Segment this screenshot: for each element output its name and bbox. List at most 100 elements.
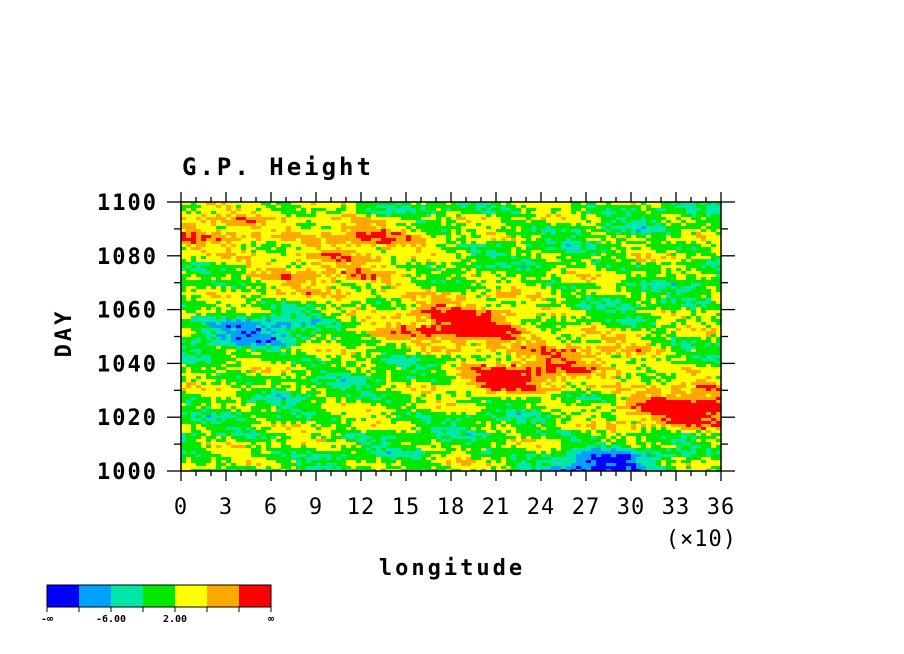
heat-cell bbox=[371, 250, 377, 254]
heat-cell bbox=[491, 325, 497, 329]
heat-cell bbox=[291, 274, 297, 278]
heat-cell bbox=[311, 205, 317, 209]
heat-cell bbox=[241, 205, 247, 209]
heat-cell bbox=[571, 217, 577, 221]
heat-cell bbox=[291, 295, 297, 299]
heat-cell bbox=[281, 211, 287, 215]
heat-cell bbox=[296, 235, 302, 239]
heat-cell bbox=[361, 217, 367, 221]
heat-cell bbox=[341, 244, 347, 248]
heat-cell bbox=[256, 241, 262, 245]
heat-cell bbox=[306, 289, 312, 293]
heat-cell bbox=[716, 274, 721, 278]
heat-cell bbox=[641, 331, 647, 335]
heat-cell bbox=[386, 271, 392, 275]
heat-cell bbox=[426, 319, 432, 323]
heat-cell bbox=[306, 235, 312, 239]
heat-cell bbox=[206, 220, 212, 224]
heat-cell bbox=[561, 271, 567, 275]
heat-cell bbox=[276, 325, 282, 329]
heat-cell bbox=[461, 265, 467, 269]
heat-cell bbox=[481, 250, 487, 254]
heat-cell bbox=[706, 316, 712, 320]
heat-cell bbox=[526, 334, 532, 338]
heat-cell bbox=[386, 262, 392, 266]
heat-cell bbox=[646, 256, 652, 260]
heat-cell bbox=[486, 328, 492, 332]
heat-cell bbox=[556, 238, 562, 242]
heat-cell bbox=[561, 265, 567, 269]
heat-cell bbox=[241, 208, 247, 212]
heat-cell bbox=[681, 301, 687, 305]
heat-cell bbox=[621, 214, 627, 218]
heat-cell bbox=[351, 217, 357, 221]
heat-cell bbox=[431, 229, 437, 233]
heat-cell bbox=[496, 220, 502, 224]
heat-cell bbox=[606, 316, 612, 320]
heat-cell bbox=[581, 244, 587, 248]
heat-cell bbox=[201, 217, 207, 221]
heat-cell bbox=[516, 322, 522, 326]
heat-cell bbox=[436, 244, 442, 248]
heat-cell bbox=[706, 268, 712, 272]
heat-cell bbox=[681, 256, 687, 260]
heat-cell bbox=[221, 307, 227, 311]
heat-cell bbox=[681, 328, 687, 332]
heat-cell bbox=[651, 307, 657, 311]
heat-cell bbox=[611, 274, 617, 278]
heat-cell bbox=[611, 220, 617, 224]
heat-cell bbox=[191, 262, 197, 266]
heat-cell bbox=[346, 325, 352, 329]
heat-cell bbox=[266, 211, 272, 215]
heat-cell bbox=[656, 283, 662, 287]
heat-cell bbox=[296, 271, 302, 275]
heat-cell bbox=[601, 220, 607, 224]
heat-cell bbox=[321, 325, 327, 329]
heat-cell bbox=[226, 274, 232, 278]
heat-cell bbox=[361, 208, 367, 212]
heat-cell bbox=[521, 304, 527, 308]
heat-cell bbox=[401, 238, 407, 242]
heat-cell bbox=[711, 253, 717, 257]
heat-cell bbox=[611, 295, 617, 299]
heat-cell bbox=[246, 226, 252, 230]
heat-cell bbox=[446, 268, 452, 272]
heat-cell bbox=[336, 214, 342, 218]
heat-cell bbox=[321, 238, 327, 242]
heat-cell bbox=[686, 301, 692, 305]
heat-cell bbox=[471, 310, 477, 314]
heat-cell bbox=[311, 307, 317, 311]
heat-cell bbox=[201, 241, 207, 245]
heat-cell bbox=[431, 238, 437, 242]
heat-cell bbox=[666, 289, 672, 293]
heat-cell bbox=[251, 247, 257, 251]
heat-cell bbox=[386, 256, 392, 260]
heat-cell bbox=[536, 283, 542, 287]
heat-cell bbox=[381, 298, 387, 302]
heat-cell bbox=[676, 244, 682, 248]
heat-cell bbox=[706, 325, 712, 329]
heat-cell bbox=[716, 265, 721, 269]
heat-cell bbox=[636, 316, 642, 320]
heat-cell bbox=[451, 271, 457, 275]
heat-cell bbox=[291, 268, 297, 272]
heat-cell bbox=[366, 328, 372, 332]
heat-cell bbox=[181, 220, 187, 224]
heat-cell bbox=[481, 280, 487, 284]
heat-cell bbox=[631, 316, 637, 320]
heat-cell bbox=[411, 259, 417, 263]
heat-cell bbox=[446, 331, 452, 335]
heat-cell bbox=[681, 259, 687, 263]
heat-cell bbox=[701, 292, 707, 296]
heat-cell bbox=[231, 295, 237, 299]
heat-cell bbox=[631, 325, 637, 329]
heat-cell bbox=[311, 328, 317, 332]
heat-cell bbox=[631, 241, 637, 245]
heat-cell bbox=[601, 307, 607, 311]
heat-cell bbox=[281, 226, 287, 230]
heat-cell bbox=[631, 211, 637, 215]
heat-cell bbox=[606, 205, 612, 209]
heat-cell bbox=[541, 310, 547, 314]
heat-cell bbox=[491, 328, 497, 332]
heat-cell bbox=[221, 280, 227, 284]
